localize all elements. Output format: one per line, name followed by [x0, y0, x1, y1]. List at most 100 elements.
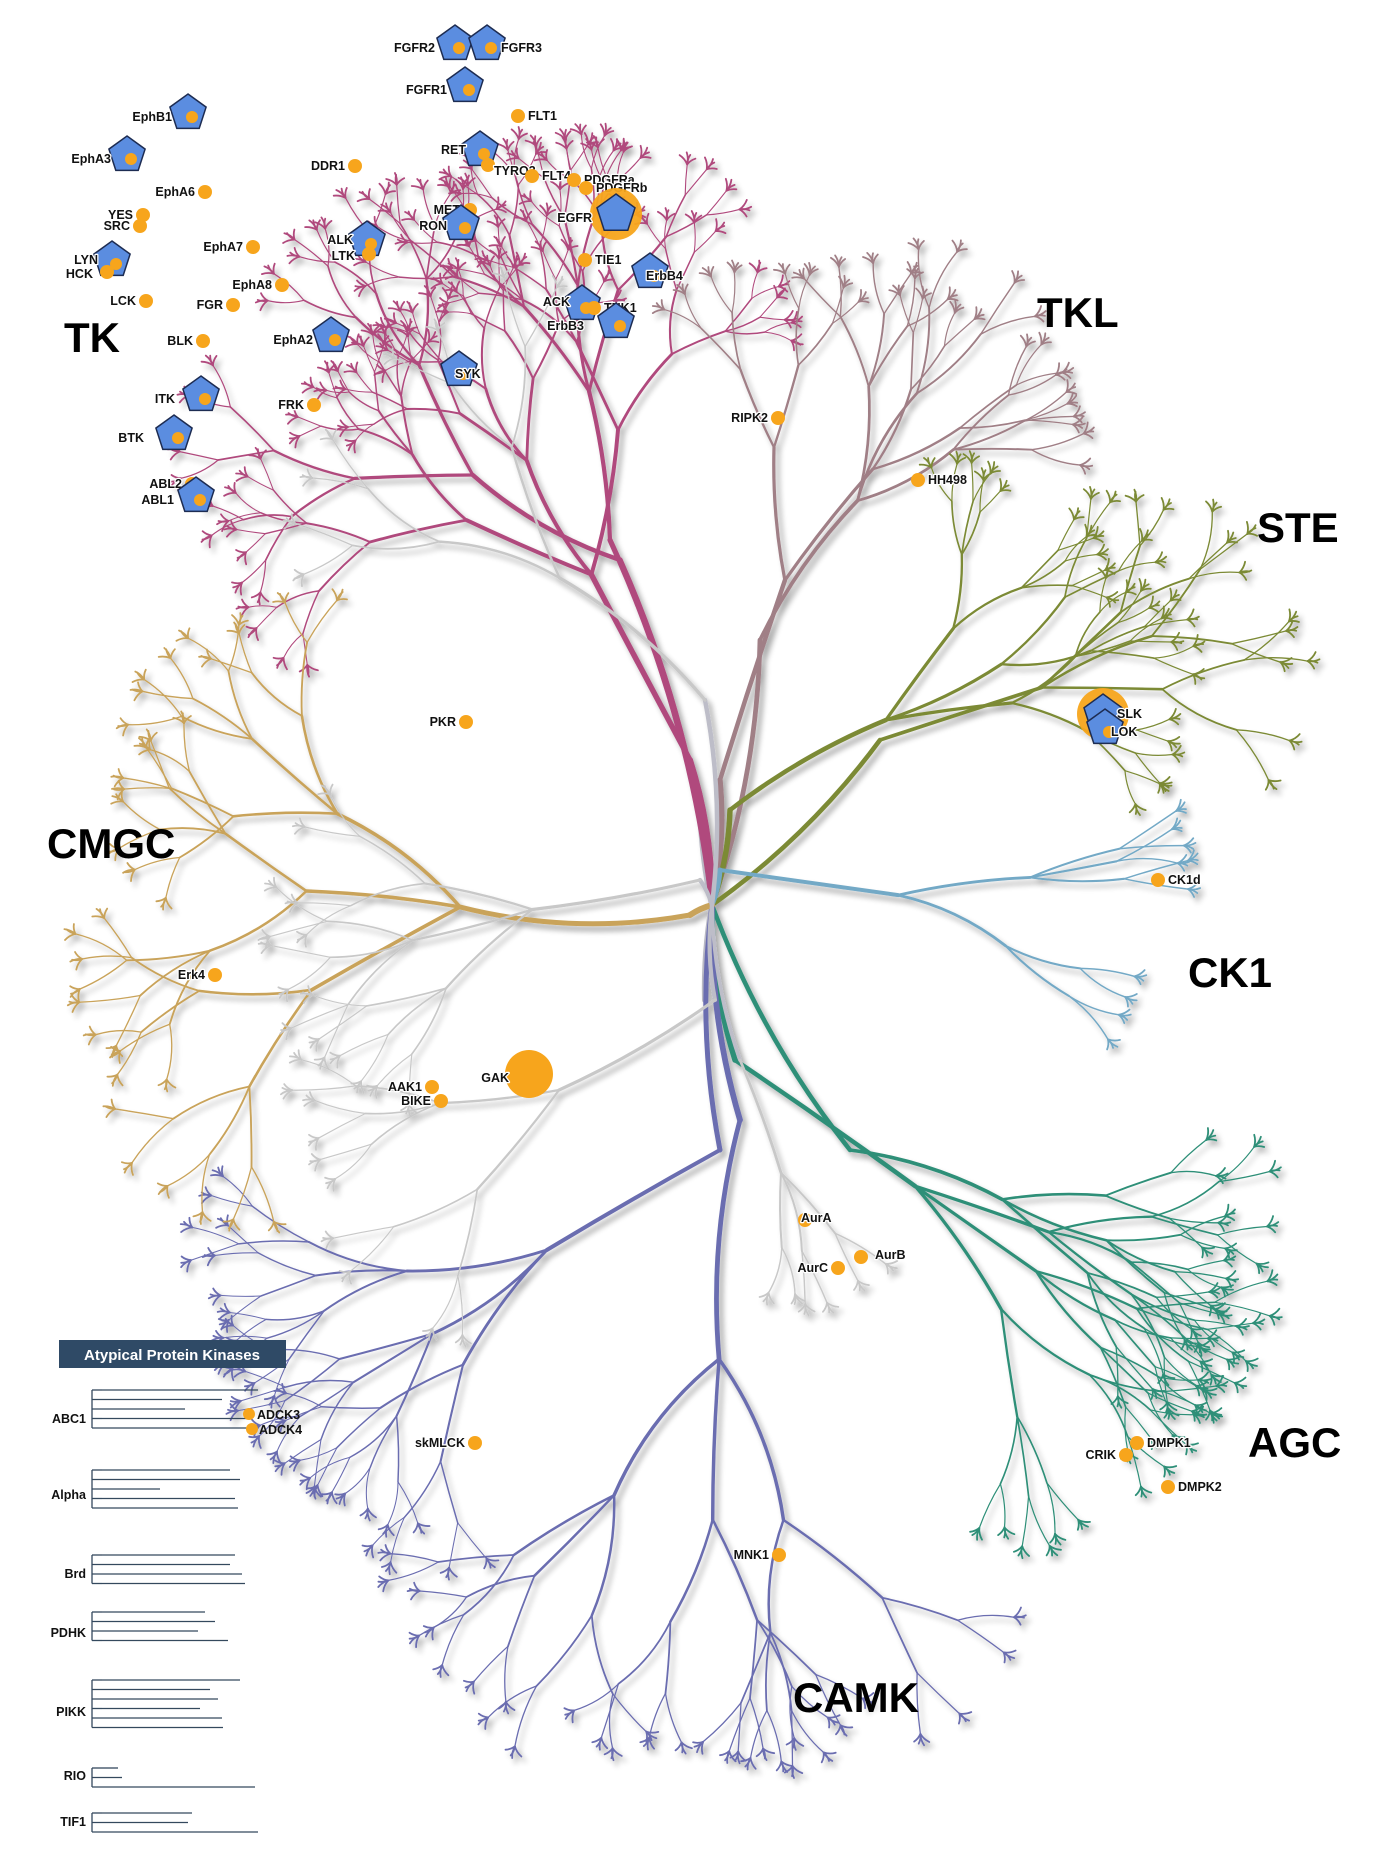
branch-agc: [1047, 1230, 1133, 1296]
kinase-alk-label: ALK: [327, 233, 353, 247]
branch-tk: [616, 151, 625, 182]
atypical-family-pikk: PIKK: [56, 1705, 86, 1719]
branch-tk-tip: [293, 247, 301, 258]
branch-tk: [411, 311, 421, 335]
branch-agc-tip: [1195, 1385, 1201, 1397]
branch-cmgc-tip: [149, 731, 158, 742]
kinase-pdgfra-dot: [567, 173, 581, 187]
branch-agc: [1047, 1215, 1153, 1234]
kinase-gak-dot: [505, 1050, 553, 1098]
branch-tk: [217, 449, 275, 461]
branch-tk: [543, 177, 566, 219]
branch-cmgc: [122, 800, 161, 831]
branch-tk-tip: [413, 209, 417, 221]
branch-cmgc: [250, 737, 339, 815]
branch-tk: [599, 150, 615, 177]
branch-camk-tip: [230, 1395, 242, 1402]
branch-other: [531, 878, 702, 912]
branch-cmgc-tip: [232, 1218, 241, 1231]
branch-tk-tip: [241, 598, 250, 609]
branch-tk-tip: [704, 156, 708, 171]
branch-cmgc: [304, 889, 462, 909]
branch-camk-tip: [188, 1216, 194, 1229]
branch-tk-tip: [272, 262, 276, 275]
branch-tk: [395, 322, 421, 335]
branch-tkl: [910, 345, 946, 391]
branch-ste: [952, 586, 1023, 630]
branch-tkl: [1023, 391, 1068, 422]
branch-cmgc-tip: [130, 1162, 134, 1176]
branch-other-tip: [306, 468, 314, 479]
branch-tk: [372, 334, 381, 363]
branch-tk: [500, 245, 516, 269]
branch-agc-tip: [1021, 1545, 1030, 1557]
branch-tk-tip: [339, 419, 349, 428]
branch-camk: [284, 1406, 323, 1422]
branch-tkl: [758, 498, 860, 642]
kinase-epha8-label: EphA8: [232, 278, 272, 292]
kinase-abl1-label: ABL1: [141, 493, 174, 507]
kinase-hh498-dot: [911, 473, 925, 487]
kinase-abl1-pentagon: [177, 476, 215, 513]
branch-tk-tip: [447, 257, 454, 269]
kinase-epha2-dot: [329, 334, 341, 346]
branch-other-tip: [790, 1293, 796, 1305]
branch-ste: [1074, 611, 1101, 658]
branch-camk: [702, 1702, 742, 1743]
branch-camk: [535, 1614, 593, 1687]
branch-cmgc-tip: [157, 1185, 169, 1195]
branch-cmgc: [165, 856, 181, 899]
branch-other: [364, 1102, 441, 1115]
branch-camk-tip: [603, 1747, 614, 1756]
branch-tk: [387, 349, 410, 363]
kinase-btk-dot: [172, 432, 184, 444]
branch-camk-tip: [361, 1544, 374, 1548]
branch-agc: [1104, 1171, 1172, 1197]
branch-tkl-tip: [1019, 334, 1028, 348]
branch-other-tip: [308, 1133, 320, 1140]
branch-tk-tip: [517, 132, 528, 140]
kinase-ltk-dot: [362, 247, 376, 261]
branch-other: [457, 1188, 479, 1277]
branch-cmgc-tip: [103, 907, 109, 919]
branch-camk-tip: [820, 1751, 825, 1764]
branch-tk: [400, 359, 413, 398]
branch-tk: [607, 537, 715, 908]
group-label-tk: TK: [64, 314, 120, 361]
branch-other: [779, 1171, 783, 1249]
kinase-erbb4-dot: [648, 270, 660, 282]
branch-ck1: [1115, 828, 1173, 863]
branch-other: [779, 1171, 837, 1235]
branch-camk-tip: [243, 1379, 256, 1384]
branch-tk-tip: [678, 154, 689, 166]
branch-camk: [956, 1614, 1015, 1621]
branch-other-tip: [290, 893, 299, 904]
branch-tk: [532, 322, 560, 380]
branch-agc-tip: [1231, 1349, 1246, 1354]
branch-ck1: [1029, 876, 1126, 883]
branch-other-tip: [273, 876, 278, 889]
branch-ste: [1057, 518, 1075, 552]
branch-tk-tip: [259, 449, 267, 460]
branch-camk: [266, 1310, 325, 1339]
kinase-pdgfrb-dot: [579, 181, 593, 195]
branch-other: [305, 905, 352, 936]
branch-cmgc: [227, 670, 253, 740]
branch-camk: [487, 1685, 538, 1719]
branch-tk: [411, 240, 455, 278]
branch-agc-tip: [1213, 1308, 1220, 1320]
branch-agc-tip: [1215, 1385, 1226, 1393]
branch-other: [312, 994, 368, 1007]
branch-tkl: [917, 248, 930, 309]
kinase-blk-label: BLK: [167, 334, 193, 348]
branch-tkl-tip: [973, 317, 986, 321]
branch-camk: [749, 1619, 758, 1699]
kinase-ripk2-label: RIPK2: [731, 411, 768, 425]
branch-agc: [1046, 1482, 1056, 1535]
branch-ste: [1117, 590, 1142, 624]
branch-other-tip: [348, 1270, 352, 1285]
kinase-yes-label: YES: [108, 208, 133, 222]
branch-camk: [815, 1673, 842, 1726]
branch-tkl-tip: [784, 263, 791, 275]
branch-camk: [257, 1252, 317, 1277]
